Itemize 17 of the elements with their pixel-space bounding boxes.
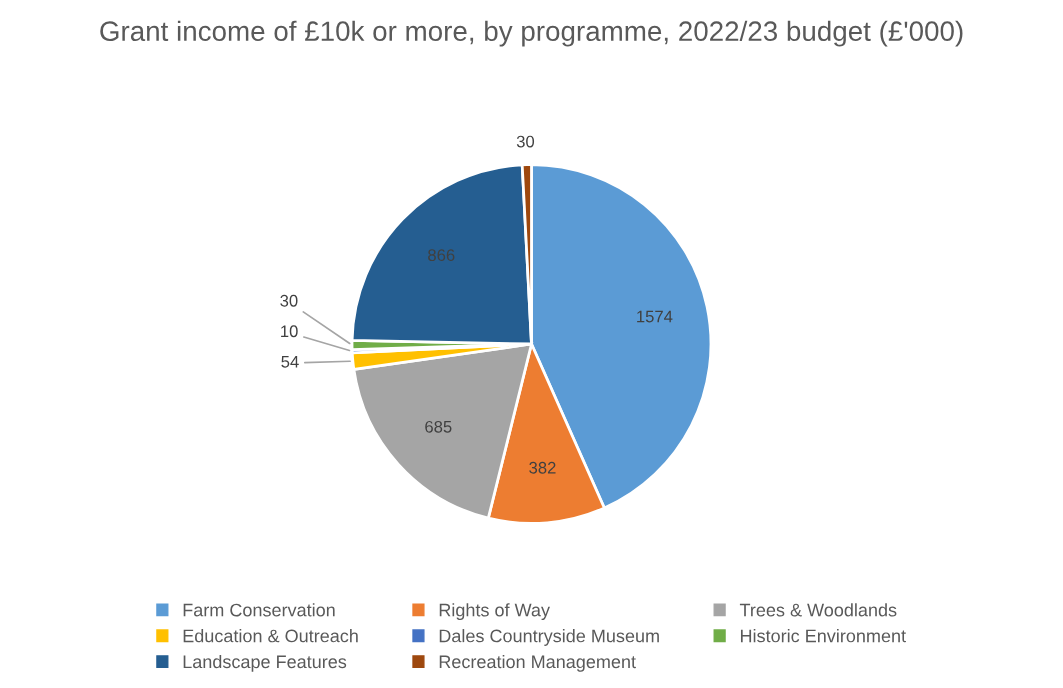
- data-label: 30: [280, 294, 298, 307]
- legend-label: Historic Environment: [740, 629, 906, 643]
- legend-label: Education & Outreach: [183, 629, 358, 643]
- legend-label: Landscape Features: [183, 654, 347, 672]
- data-label: 866: [428, 249, 455, 262]
- legend-label: Farm Conservation: [183, 603, 335, 617]
- data-label: 10: [281, 325, 298, 338]
- chart-title: Grant income of £10k or more, by programme, 2022/23 budget (£'000): [100, 20, 963, 47]
- legend-label: Trees & Woodlands: [739, 603, 897, 617]
- data-label: 382: [529, 461, 556, 474]
- legend-label: Rights of Way: [439, 603, 550, 621]
- data-label: 54: [281, 356, 299, 368]
- data-label: 30: [516, 135, 535, 148]
- legend-label: Dales Countryside Museum: [439, 629, 659, 646]
- legend-label: Recreation Management: [439, 654, 636, 672]
- data-label: 1574: [637, 310, 673, 323]
- data-label: 685: [425, 420, 452, 433]
